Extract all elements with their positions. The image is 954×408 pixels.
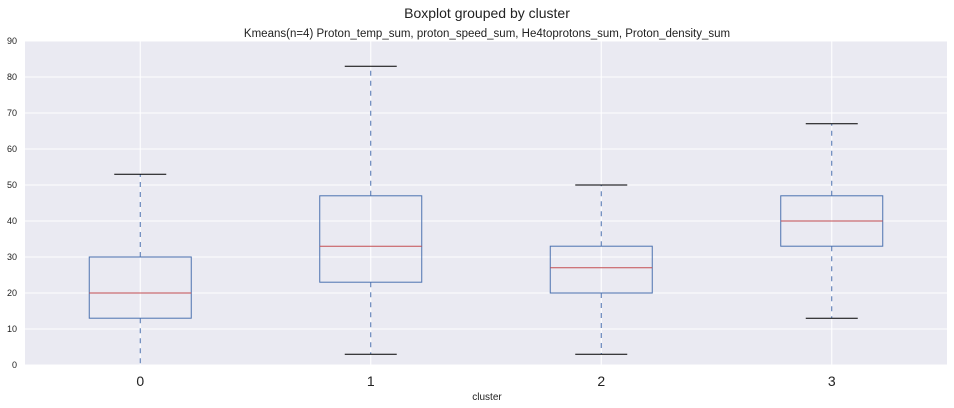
y-tick-label: 30 [7,252,17,262]
box-cluster-0 [88,173,192,365]
box-cluster-2 [549,184,653,355]
chart-title: Kmeans(n=4) Proton_temp_sum, proton_spee… [244,28,730,40]
x-tick-label: 3 [828,373,836,389]
x-tick-labels: 0 1 2 3 [136,373,836,389]
y-tick-label: 50 [7,180,17,190]
boxes [88,65,884,365]
x-tick-label: 1 [367,373,375,389]
y-tick-label: 0 [12,360,17,370]
y-tick-labels: 0 10 20 30 40 50 60 70 80 90 [7,36,17,370]
x-tick-label: 0 [136,373,144,389]
box-cluster-3 [780,123,884,319]
y-tick-label: 60 [7,144,17,154]
y-tick-label: 40 [7,216,17,226]
x-axis-label: cluster [472,392,502,403]
y-tick-label: 80 [7,72,17,82]
y-tick-label: 90 [7,36,17,46]
chart-suptitle: Boxplot grouped by cluster [404,5,570,21]
y-tick-label: 20 [7,288,17,298]
plot-area [25,41,947,365]
y-tick-label: 10 [7,324,17,334]
y-tick-label: 70 [7,108,17,118]
box-iqr [549,245,653,294]
x-tick-label: 2 [597,373,605,389]
box-iqr [88,256,192,319]
box-cluster-1 [319,65,423,355]
box-iqr [319,195,423,283]
